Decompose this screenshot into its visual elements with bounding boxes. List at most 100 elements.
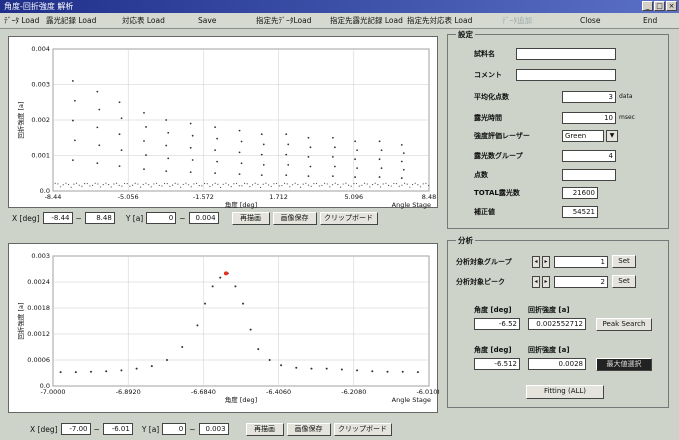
data-point xyxy=(386,370,389,373)
bottom-y-from-input[interactable]: 0 xyxy=(162,423,187,435)
baseline-point xyxy=(281,184,283,187)
target-data-load-button[interactable]: 指定先ﾃﾞｰﾀLoad xyxy=(256,16,312,25)
data-point xyxy=(416,371,419,374)
maximize-button[interactable]: □ xyxy=(654,1,665,11)
total-exposure-label: TOTAL露光数 xyxy=(474,188,520,197)
bottom-x-to-input[interactable]: -6.01 xyxy=(102,423,133,435)
data-point xyxy=(356,369,359,372)
average-points-label: 平均化点数 xyxy=(474,92,509,101)
laser-select[interactable]: Green xyxy=(562,129,604,142)
baseline-point xyxy=(166,183,168,185)
analysis-peak-label: 分析対象ピーク xyxy=(456,277,505,286)
baseline-point xyxy=(107,183,110,186)
data-point xyxy=(307,156,310,158)
baseline-point xyxy=(67,183,70,186)
close-window-button[interactable]: × xyxy=(666,1,677,11)
y-tick-label: 0.0 xyxy=(40,382,50,390)
intensity-value-2[interactable]: 0.0028 xyxy=(528,358,586,370)
save-button[interactable]: Save xyxy=(198,16,217,25)
group-decrement-button[interactable]: ◂ xyxy=(532,255,540,268)
data-point xyxy=(167,157,170,160)
chevron-down-icon[interactable]: ▼ xyxy=(606,129,618,142)
comment-input[interactable] xyxy=(516,68,616,81)
peak-increment-button[interactable]: ▸ xyxy=(542,275,550,288)
baseline-point xyxy=(126,182,128,185)
exposure-load-button[interactable]: 露光記録 Load xyxy=(46,16,97,25)
baseline-point xyxy=(235,182,238,184)
end-button[interactable]: End xyxy=(643,16,658,25)
points-select[interactable] xyxy=(562,168,616,181)
x-tick-label: -1.572 xyxy=(193,193,214,201)
data-load-button[interactable]: ﾃﾞｰﾀ Load xyxy=(4,16,40,25)
target-exposure-load-button[interactable]: 指定先露光記録 Load xyxy=(330,16,403,25)
baseline-point xyxy=(179,186,182,188)
intensity-value-1[interactable]: 0.002552712 xyxy=(528,318,586,330)
bottom-clipboard-button[interactable]: クリップボード xyxy=(333,422,392,436)
analysis-title: 分析 xyxy=(456,235,475,246)
average-points-input[interactable]: 3 xyxy=(562,90,616,103)
target-table-load-button[interactable]: 指定先対応表 Load xyxy=(407,16,473,25)
analysis-group-input[interactable]: 1 xyxy=(554,255,608,268)
data-point xyxy=(189,146,192,149)
data-point xyxy=(238,151,241,154)
group-increment-button[interactable]: ▸ xyxy=(542,255,550,268)
max-select-button[interactable]: 最大値選択 xyxy=(596,358,652,371)
bottom-y-to-input[interactable]: 0.003 xyxy=(198,423,229,435)
sample-name-input[interactable] xyxy=(516,47,616,60)
baseline-point xyxy=(137,183,139,185)
top-redraw-button[interactable]: 再描画 xyxy=(231,211,270,225)
baseline-point xyxy=(158,184,160,187)
top-x-to-input[interactable]: 8.48 xyxy=(84,212,115,224)
top-save-image-button[interactable]: 画像保存 xyxy=(272,211,317,225)
baseline-point xyxy=(259,186,262,188)
table-load-button[interactable]: 対応表 Load xyxy=(122,16,165,25)
baseline-point xyxy=(353,182,355,185)
top-clipboard-button[interactable]: クリップボード xyxy=(319,211,378,225)
bottom-redraw-button[interactable]: 再描画 xyxy=(245,422,284,436)
data-point xyxy=(120,117,123,120)
correction-input[interactable]: 54521 xyxy=(562,205,598,218)
peak-search-button[interactable]: Peak Search xyxy=(596,318,652,331)
range-tilde: ~ xyxy=(93,424,100,434)
data-point xyxy=(165,144,168,147)
total-exposure-input[interactable]: 21600 xyxy=(562,186,598,199)
baseline-point xyxy=(379,186,382,188)
baseline-point xyxy=(305,182,307,184)
baseline-point xyxy=(334,182,336,184)
exposure-group-label: 露光数グループ xyxy=(474,151,523,160)
data-point xyxy=(285,153,288,156)
baseline-point xyxy=(377,184,379,186)
bottom-x-from-input[interactable]: -7.00 xyxy=(60,423,91,435)
fitting-all-button[interactable]: Fitting (ALL) xyxy=(526,385,604,399)
peak-decrement-button[interactable]: ◂ xyxy=(532,275,540,288)
close-button[interactable]: Close xyxy=(580,16,601,25)
top-x-from-input[interactable]: -8.44 xyxy=(42,212,73,224)
group-set-button[interactable]: Set xyxy=(612,255,636,268)
baseline-point xyxy=(358,185,360,187)
top-y-label: Y [a] xyxy=(125,213,144,223)
top-y-to-input[interactable]: 0.004 xyxy=(188,212,219,224)
exposure-group-input[interactable]: 4 xyxy=(562,149,616,162)
data-point xyxy=(214,172,217,175)
data-point xyxy=(402,168,405,171)
bottom-save-image-button[interactable]: 画像保存 xyxy=(286,422,331,436)
peak-set-button[interactable]: Set xyxy=(612,275,636,288)
baseline-point xyxy=(209,185,211,188)
data-point xyxy=(356,167,359,170)
sample-name-label: 試料名 xyxy=(474,49,495,58)
baseline-point xyxy=(171,184,174,186)
baseline-point xyxy=(302,183,304,185)
analysis-peak-input[interactable]: 2 xyxy=(554,275,608,288)
y-tick-label: 0.002 xyxy=(31,116,50,124)
baseline-point xyxy=(94,182,96,184)
exposure-time-input[interactable]: 10 xyxy=(562,111,616,124)
minimize-button[interactable]: _ xyxy=(642,1,653,11)
add-data-button[interactable]: ﾃﾞｰﾀ追加 xyxy=(502,16,532,25)
angle-value-1[interactable]: -6.52 xyxy=(474,318,520,330)
baseline-point xyxy=(174,182,176,184)
baseline-point xyxy=(65,182,67,184)
x-tick-label: -5.056 xyxy=(118,193,139,201)
data-point xyxy=(216,160,219,163)
angle-value-2[interactable]: -6.512 xyxy=(474,358,520,370)
top-y-from-input[interactable]: 0 xyxy=(146,212,177,224)
